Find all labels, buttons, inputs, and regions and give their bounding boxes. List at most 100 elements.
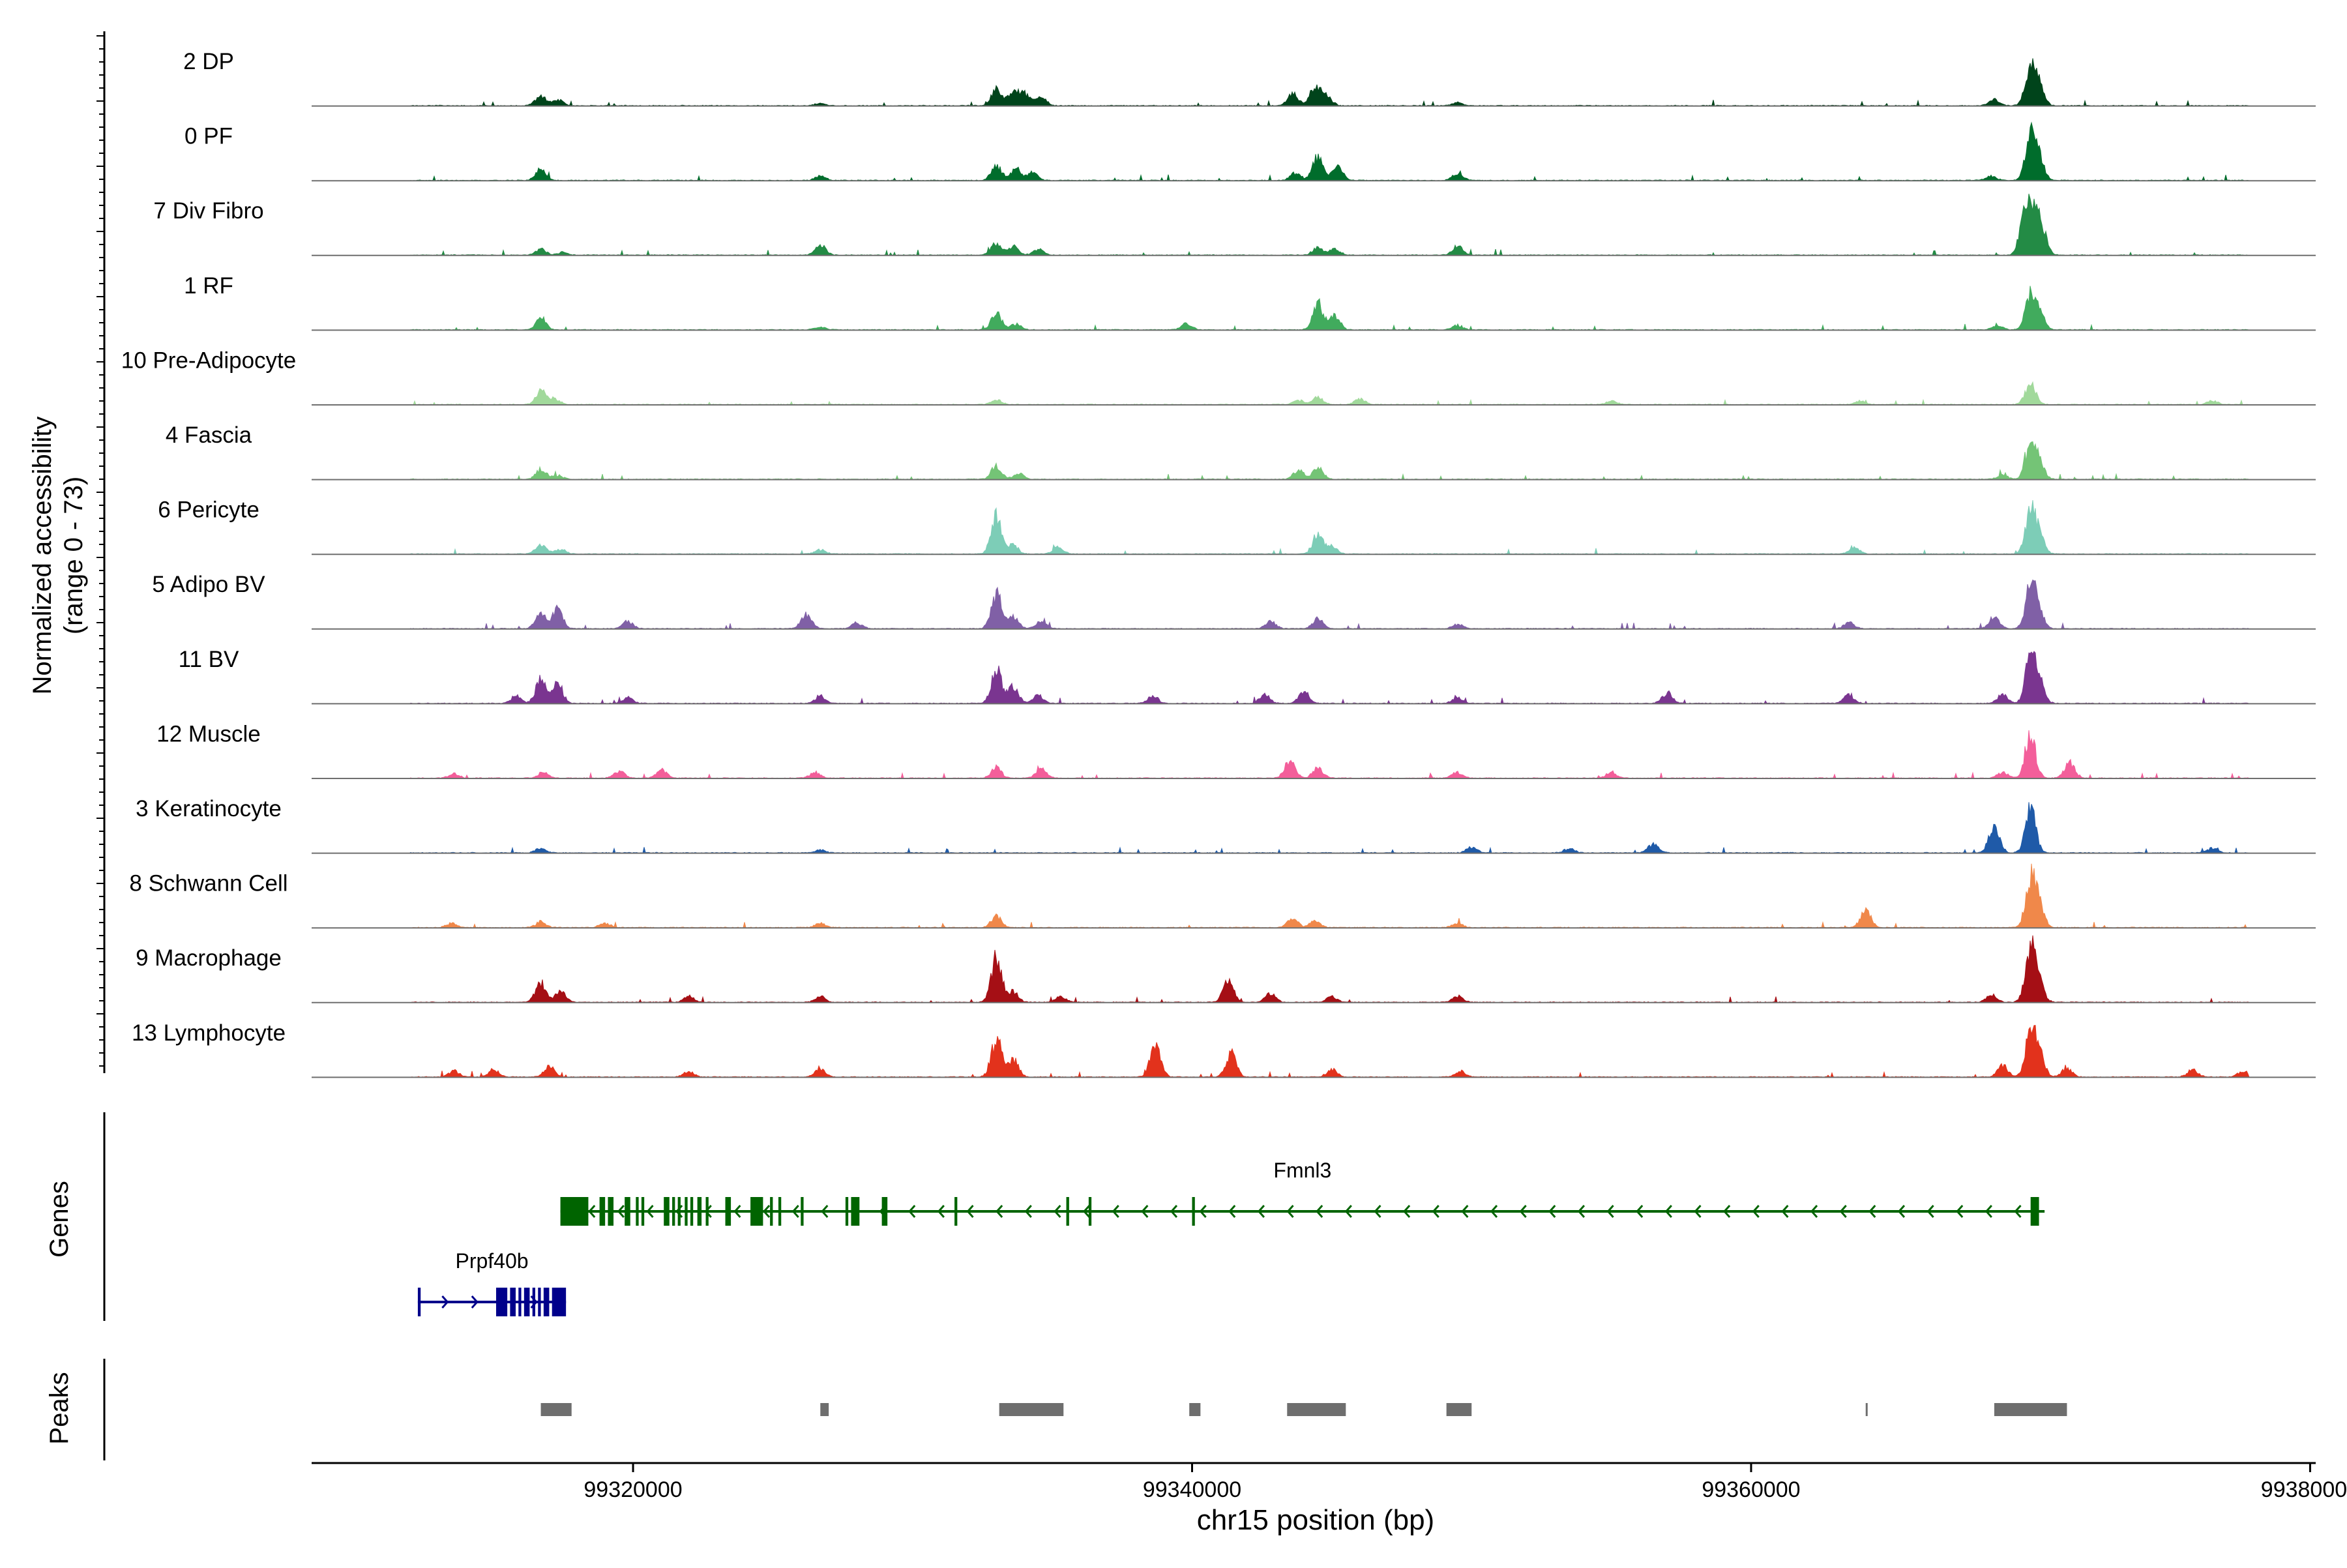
strand-arrow <box>1141 1205 1149 1218</box>
coverage-area <box>312 863 2316 928</box>
exon-block <box>417 1288 421 1316</box>
strand-arrow <box>1548 1205 1556 1218</box>
strand-arrow <box>1170 1205 1178 1218</box>
track-10-pre-adipocyte: 10 Pre-Adipocyte <box>121 348 2316 406</box>
strand-arrow <box>791 1205 799 1218</box>
exon-block <box>685 1197 688 1226</box>
exon-block <box>1088 1197 1092 1226</box>
exon-block <box>641 1197 645 1226</box>
exon-block <box>750 1197 763 1226</box>
exon-block <box>1192 1197 1195 1226</box>
y-axis-title-line1: Normalized accessibility <box>28 417 57 695</box>
strand-arrow <box>966 1205 974 1218</box>
track-7-div-fibro: 7 Div Fibro <box>153 194 2316 256</box>
coverage-area <box>312 441 2316 481</box>
strand-arrow <box>1374 1205 1381 1218</box>
exon-block <box>672 1197 675 1226</box>
track-layer: 2 DP 0 PF 7 Div Fibro 1 RF 10 Pre-Adipocyte 4… <box>121 49 2316 1078</box>
coverage-area <box>312 58 2316 107</box>
track-label: 13 Lymphocyte <box>132 1020 286 1046</box>
coverage-area <box>312 802 2316 854</box>
strand-arrow <box>1228 1205 1236 1218</box>
strand-arrow <box>1897 1205 1906 1218</box>
coverage-area <box>312 381 2316 406</box>
strand-arrow <box>1723 1205 1731 1218</box>
strand-arrow <box>1083 1205 1091 1218</box>
strand-arrow <box>763 1205 771 1218</box>
exon-block <box>851 1197 860 1226</box>
exon-block <box>532 1288 535 1316</box>
gene-label: Prpf40b <box>455 1249 528 1273</box>
exon-block <box>845 1197 849 1226</box>
track-label: 12 Muscle <box>156 721 261 747</box>
track-6-pericyte: 6 Pericyte <box>158 497 2316 555</box>
strand-arrow <box>1606 1205 1614 1218</box>
exon-block <box>1066 1197 1069 1226</box>
strand-arrow <box>1286 1205 1294 1218</box>
exon-block <box>560 1197 589 1226</box>
track-label: 4 Fascia <box>166 422 252 448</box>
strand-arrow <box>1054 1205 1061 1218</box>
exon-block <box>954 1197 958 1226</box>
x-tick-label: 99360000 <box>1702 1477 1800 1502</box>
strand-arrow <box>1956 1205 1964 1218</box>
strand-arrow <box>1199 1205 1207 1218</box>
track-label: 0 PF <box>185 124 233 149</box>
exon-block <box>518 1288 522 1316</box>
track-8-schwann-cell: 8 Schwann Cell <box>129 863 2316 929</box>
exon-block <box>608 1197 614 1226</box>
track-11-bv: 11 BV <box>179 647 2316 705</box>
coverage-area <box>312 1025 2316 1078</box>
track-label: 3 Keratinocyte <box>136 796 282 821</box>
track-4-fascia: 4 Fascia <box>166 422 2316 481</box>
exon-block <box>495 1288 508 1316</box>
strand-arrow <box>646 1205 654 1218</box>
strand-arrow <box>1664 1205 1672 1218</box>
strand-arrow <box>617 1205 625 1218</box>
track-label: 2 DP <box>183 49 234 74</box>
strand-arrow <box>908 1205 916 1218</box>
exon-block <box>636 1197 639 1226</box>
coverage-area <box>312 194 2316 256</box>
track-13-lymphocyte: 13 Lymphocyte <box>132 1020 2316 1078</box>
strand-arrow <box>1112 1205 1119 1218</box>
track-12-muscle: 12 Muscle <box>156 721 2316 779</box>
strand-arrow <box>1257 1205 1265 1218</box>
peak-region <box>999 1403 1064 1416</box>
coverage-area <box>312 121 2316 181</box>
exon-block <box>524 1288 530 1316</box>
track-label: 10 Pre-Adipocyte <box>121 348 296 373</box>
coverage-area <box>312 500 2316 555</box>
strand-arrow <box>996 1205 1003 1218</box>
strand-arrow <box>733 1205 741 1218</box>
x-axis-title: chr15 position (bp) <box>1197 1504 1434 1536</box>
exon-block <box>690 1197 694 1226</box>
track-label: 7 Div Fibro <box>153 198 263 224</box>
exon-block <box>801 1197 804 1226</box>
peak-region <box>1446 1403 1472 1416</box>
exon-block <box>538 1288 541 1316</box>
exon-block <box>697 1197 702 1226</box>
coverage-area <box>312 579 2316 630</box>
peak-region <box>1287 1403 1346 1416</box>
strand-arrow <box>471 1295 479 1309</box>
track-label: 6 Pericyte <box>158 497 259 523</box>
coverage-area <box>312 935 2316 1003</box>
peak-region <box>1865 1403 1868 1416</box>
exon-block <box>625 1197 630 1226</box>
coverage-area <box>312 651 2316 704</box>
exon-block <box>599 1197 606 1226</box>
track-2-dp: 2 DP <box>183 49 2316 107</box>
strand-arrow <box>1490 1205 1498 1218</box>
strand-arrow <box>1781 1205 1789 1218</box>
peaks-panel-label: Peaks <box>45 1372 74 1444</box>
peak-region <box>540 1403 572 1416</box>
track-3-keratinocyte: 3 Keratinocyte <box>136 796 2316 854</box>
strand-arrow <box>1519 1205 1527 1218</box>
exon-block <box>543 1288 550 1316</box>
track-5-adipo-bv: 5 Adipo BV <box>152 572 2316 630</box>
x-tick-label: 99340000 <box>1143 1477 1241 1502</box>
gene-fmnl3: Fmnl3 <box>560 1159 2045 1226</box>
